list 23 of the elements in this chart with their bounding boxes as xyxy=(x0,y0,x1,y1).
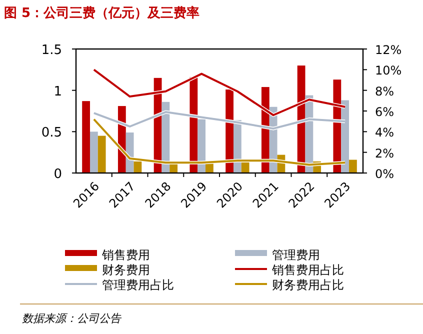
y2-tick-label: 10% xyxy=(375,64,402,78)
y-tick-label: 1.5 xyxy=(41,43,62,58)
legend-label: 销售费用 xyxy=(101,248,150,262)
bar xyxy=(82,101,90,173)
y-tick-label: 0 xyxy=(54,167,62,182)
y2-tick-label: 2% xyxy=(375,146,394,160)
bar xyxy=(98,136,106,173)
y2-tick-label: 0% xyxy=(375,167,394,181)
y-tick-label: 0.5 xyxy=(41,126,62,141)
legend-label: 财务费用 xyxy=(102,263,150,277)
y2-tick-label: 8% xyxy=(375,84,394,98)
y2-tick-label: 12% xyxy=(375,43,402,57)
bar xyxy=(90,132,98,173)
legend-label: 管理费用 xyxy=(272,248,320,262)
chart-title: 图 5：公司三费（亿元）及三费率 xyxy=(4,5,200,21)
legend-label: 管理费用占比 xyxy=(102,278,174,292)
y-tick-label: 1 xyxy=(54,84,62,100)
y2-tick-label: 6% xyxy=(375,105,394,119)
source-note: 数据来源：公司公告 xyxy=(22,312,122,325)
y2-tick-label: 4% xyxy=(375,126,394,140)
legend-label: 销售费用占比 xyxy=(271,263,344,277)
legend-label: 财务费用占比 xyxy=(272,278,344,292)
bar xyxy=(349,160,357,173)
